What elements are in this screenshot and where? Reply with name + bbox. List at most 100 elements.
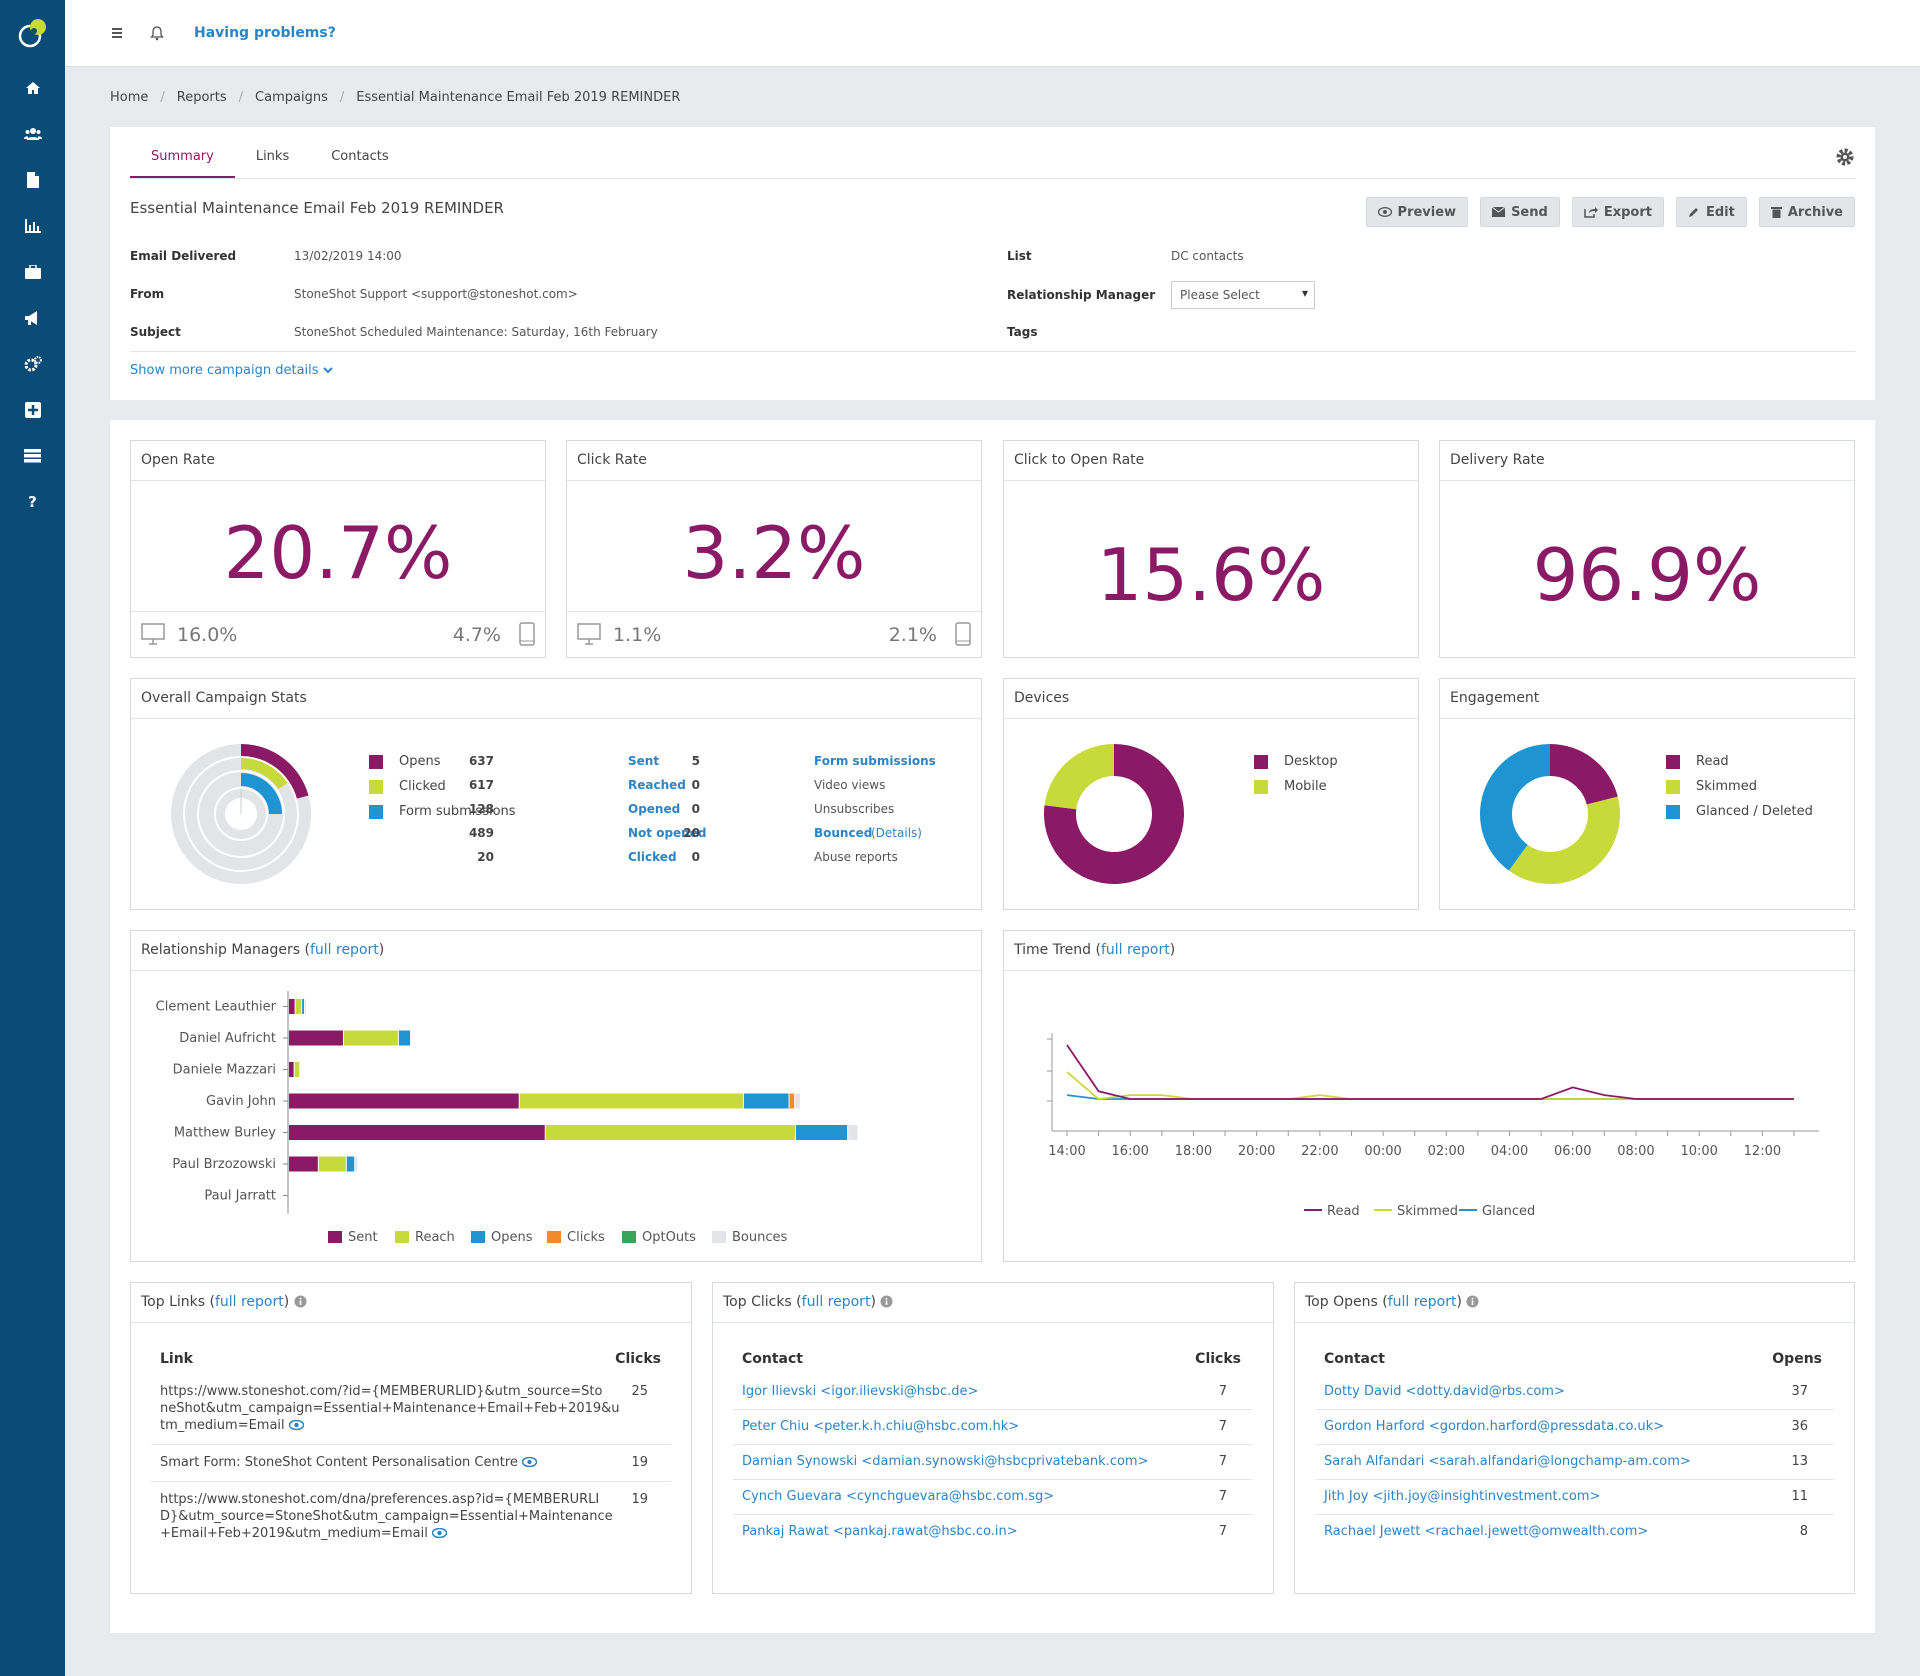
campaign-title: Essential Maintenance Email Feb 2019 REM… <box>130 199 504 217</box>
show-more-details-link[interactable]: Show more campaign details <box>130 363 333 378</box>
top-opens-panel: Top Opens (full report) Contact Opens Do… <box>1294 1282 1855 1594</box>
click-rate-value: 3.2% <box>682 511 866 595</box>
info-icon[interactable] <box>880 1295 893 1308</box>
preview-eye-icon[interactable] <box>288 1419 304 1431</box>
trend-full-report-link[interactable]: full report <box>1100 942 1170 958</box>
column-header-link: Link <box>160 1351 193 1367</box>
stat-sent-link[interactable]: Sent <box>628 754 660 768</box>
breadcrumb-home[interactable]: Home <box>110 90 149 105</box>
bell-icon[interactable] <box>148 24 166 42</box>
info-icon[interactable] <box>1466 1295 1479 1308</box>
contact-link[interactable]: Dotty David <dotty.david@rbs.com> <box>1324 1384 1565 1399</box>
preview-eye-icon[interactable] <box>431 1527 448 1539</box>
click-rate-mobile: 2.1% <box>888 624 937 646</box>
export-button[interactable]: Export <box>1571 197 1664 227</box>
hamburger-menu-icon[interactable] <box>108 24 126 42</box>
help-question-icon[interactable]: ? <box>28 493 37 511</box>
stat-form-submissions-link[interactable]: Form submissions <box>814 754 936 768</box>
tab-contacts[interactable]: Contacts <box>331 149 389 164</box>
rm-full-report-link[interactable]: full report <box>309 942 379 958</box>
click-count: 7 <box>1218 1384 1227 1399</box>
megaphone-icon[interactable] <box>0 298 65 338</box>
top-opens-full-report-link[interactable]: full report <box>1387 1294 1457 1310</box>
contact-link[interactable]: Cynch Guevara <cynchguevara@hsbc.com.sg> <box>742 1489 1055 1504</box>
pencil-icon <box>1688 208 1698 217</box>
panel-title: Open Rate <box>131 441 545 481</box>
top-clicks-panel: Top Clicks (full report) Contact Clicks … <box>712 1282 1274 1594</box>
tab-links[interactable]: Links <box>255 149 290 164</box>
breadcrumb-campaigns[interactable]: Campaigns <box>255 90 328 105</box>
contact-link[interactable]: Igor Ilievski <igor.ilievski@hsbc.de> <box>742 1384 979 1399</box>
mobile-icon <box>955 622 971 646</box>
settings-gears-icon[interactable] <box>0 344 65 384</box>
home-icon[interactable] <box>0 68 65 108</box>
link-clicks: 19 <box>631 1492 648 1507</box>
stat-clicked-count: 20 <box>477 850 494 864</box>
bounced-details-link[interactable]: (Details) <box>871 826 922 840</box>
stat-clicked-link[interactable]: Clicked <box>628 850 677 864</box>
desktop-icon <box>141 623 165 645</box>
legend-read: Read <box>1666 754 1729 769</box>
x-tick-label: 08:00 <box>1617 1144 1654 1159</box>
tags-label: Tags <box>1007 325 1038 339</box>
delivery-rate-value: 96.9% <box>1532 533 1762 617</box>
archive-button[interactable]: Archive <box>1758 197 1855 227</box>
stat-unsubscribes-count: 0 <box>691 802 700 816</box>
x-tick-label: 18:00 <box>1175 1144 1212 1159</box>
contact-link[interactable]: Gordon Harford <gordon.harford@pressdata… <box>1324 1419 1665 1434</box>
briefcase-icon[interactable] <box>0 252 65 292</box>
reports-chart-icon[interactable] <box>0 206 65 246</box>
bar-sent <box>289 1062 294 1077</box>
server-list-icon[interactable] <box>0 436 65 476</box>
stat-bounced-link[interactable]: Bounced <box>814 826 873 840</box>
users-icon[interactable] <box>0 114 65 154</box>
preview-eye-icon[interactable] <box>521 1456 538 1468</box>
bar-reach <box>519 1093 743 1109</box>
bar-sent <box>289 1093 519 1109</box>
relationship-manager-label: Relationship Manager <box>1007 288 1156 302</box>
panel-title: Delivery Rate <box>1440 441 1854 481</box>
bar-sent <box>289 1156 318 1172</box>
having-problems-link[interactable]: Having problems? <box>194 25 336 41</box>
top-clicks-full-report-link[interactable]: full report <box>801 1294 871 1310</box>
add-square-icon[interactable] <box>0 390 65 430</box>
stat-not-opened-link[interactable]: Not opened <box>628 826 707 840</box>
stat-opened-link[interactable]: Opened <box>628 802 681 816</box>
info-icon[interactable] <box>294 1295 307 1308</box>
bar-clicks <box>789 1093 795 1109</box>
category-label: Daniel Aufricht <box>179 1031 276 1046</box>
legend-label: Glanced <box>1482 1204 1535 1219</box>
x-tick-label: 20:00 <box>1238 1144 1275 1159</box>
contact-link[interactable]: Pankaj Rawat <pankaj.rawat@hsbc.co.in> <box>742 1524 1018 1539</box>
tab-summary[interactable]: Summary <box>130 143 235 179</box>
click-rate-desktop: 1.1% <box>613 624 662 646</box>
contact-link[interactable]: Sarah Alfandari <sarah.alfandari@longcha… <box>1324 1454 1691 1469</box>
table-row: Cynch Guevara <cynchguevara@hsbc.com.sg> <box>742 1488 1182 1505</box>
contact-link[interactable]: Jith Joy <jith.joy@insightinvestment.com… <box>1324 1489 1601 1504</box>
legend-swatch <box>547 1231 561 1243</box>
contact-link[interactable]: Peter Chiu <peter.k.h.chiu@hsbc.com.hk> <box>742 1419 1020 1434</box>
contact-link[interactable]: Rachael Jewett <rachael.jewett@omwealth.… <box>1324 1524 1649 1539</box>
category-label: Gavin John <box>206 1094 276 1109</box>
gear-icon[interactable] <box>1835 147 1855 167</box>
x-tick-label: 06:00 <box>1554 1144 1591 1159</box>
series-line-read <box>1066 1044 1794 1100</box>
table-row: Dotty David <dotty.david@rbs.com> <box>1324 1383 1764 1400</box>
breadcrumb-reports[interactable]: Reports <box>176 90 227 105</box>
stat-opened-count: 128 <box>468 802 494 816</box>
edit-button[interactable]: Edit <box>1675 197 1747 227</box>
relationship-manager-select[interactable]: Please Select <box>1171 281 1315 309</box>
subject-label: Subject <box>130 325 181 339</box>
x-tick-label: 22:00 <box>1301 1144 1338 1159</box>
send-button[interactable]: Send <box>1480 197 1560 227</box>
column-header-contact: Contact <box>742 1351 803 1367</box>
contact-link[interactable]: Damian Synowski <damian.synowski@hsbcpri… <box>742 1454 1149 1469</box>
document-icon[interactable] <box>0 160 65 200</box>
x-tick-label: 00:00 <box>1364 1144 1401 1159</box>
preview-button[interactable]: Preview <box>1365 197 1469 227</box>
slice-read <box>1550 744 1618 805</box>
stat-reached-link[interactable]: Reached <box>628 778 686 792</box>
top-links-full-report-link[interactable]: full report <box>214 1294 284 1310</box>
bar-reach <box>545 1125 795 1140</box>
logo-icon[interactable] <box>17 17 49 49</box>
